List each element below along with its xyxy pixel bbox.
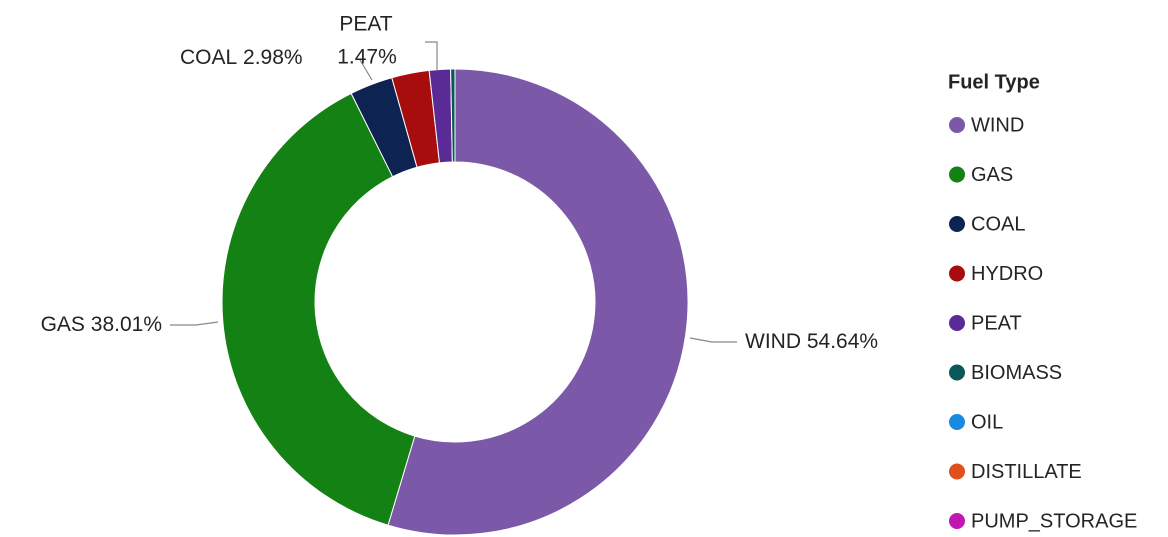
legend-title: Fuel Type	[948, 71, 1040, 93]
data-label-category: PEAT	[339, 13, 392, 36]
slice	[450, 68, 456, 163]
data-label: GAS 38.01%	[41, 313, 162, 336]
data-label-value: 38.01%	[91, 313, 162, 336]
legend-label: PUMP_STORAGE	[971, 510, 1137, 532]
data-label: COAL 2.98%	[180, 46, 303, 69]
legend-label: WIND	[971, 114, 1024, 136]
data-label-value: 2.98%	[243, 46, 303, 69]
data-label-value: 54.64%	[807, 330, 878, 353]
data-label: WIND 54.64%	[745, 330, 878, 353]
legend-label: HYDRO	[971, 263, 1043, 285]
legend-marker	[949, 117, 965, 133]
leader-line	[689, 337, 737, 343]
legend-marker	[949, 265, 965, 282]
legend-label: OIL	[971, 411, 1003, 433]
leader-line	[170, 321, 219, 326]
legend-marker	[949, 216, 965, 232]
legend-marker	[949, 463, 965, 480]
data-label-category: GAS	[41, 313, 85, 336]
legend-marker	[949, 513, 965, 529]
slice	[387, 68, 689, 536]
legend-label: PEAT	[971, 312, 1022, 334]
data-label-category: WIND	[745, 330, 801, 353]
leader-line	[359, 59, 373, 81]
data-label-category: COAL	[180, 46, 237, 69]
legend-label: DISTILLATE	[971, 461, 1082, 483]
legend-marker	[949, 414, 965, 430]
leader-line	[425, 41, 438, 70]
data-label: 1.47%	[337, 46, 397, 69]
legend-label: GAS	[971, 164, 1013, 186]
slice	[221, 92, 416, 526]
legend-marker	[949, 364, 965, 381]
legend-marker	[949, 166, 965, 183]
legend-label: COAL	[971, 213, 1025, 235]
legend-marker	[949, 315, 965, 331]
legend-label: BIOMASS	[971, 362, 1062, 384]
